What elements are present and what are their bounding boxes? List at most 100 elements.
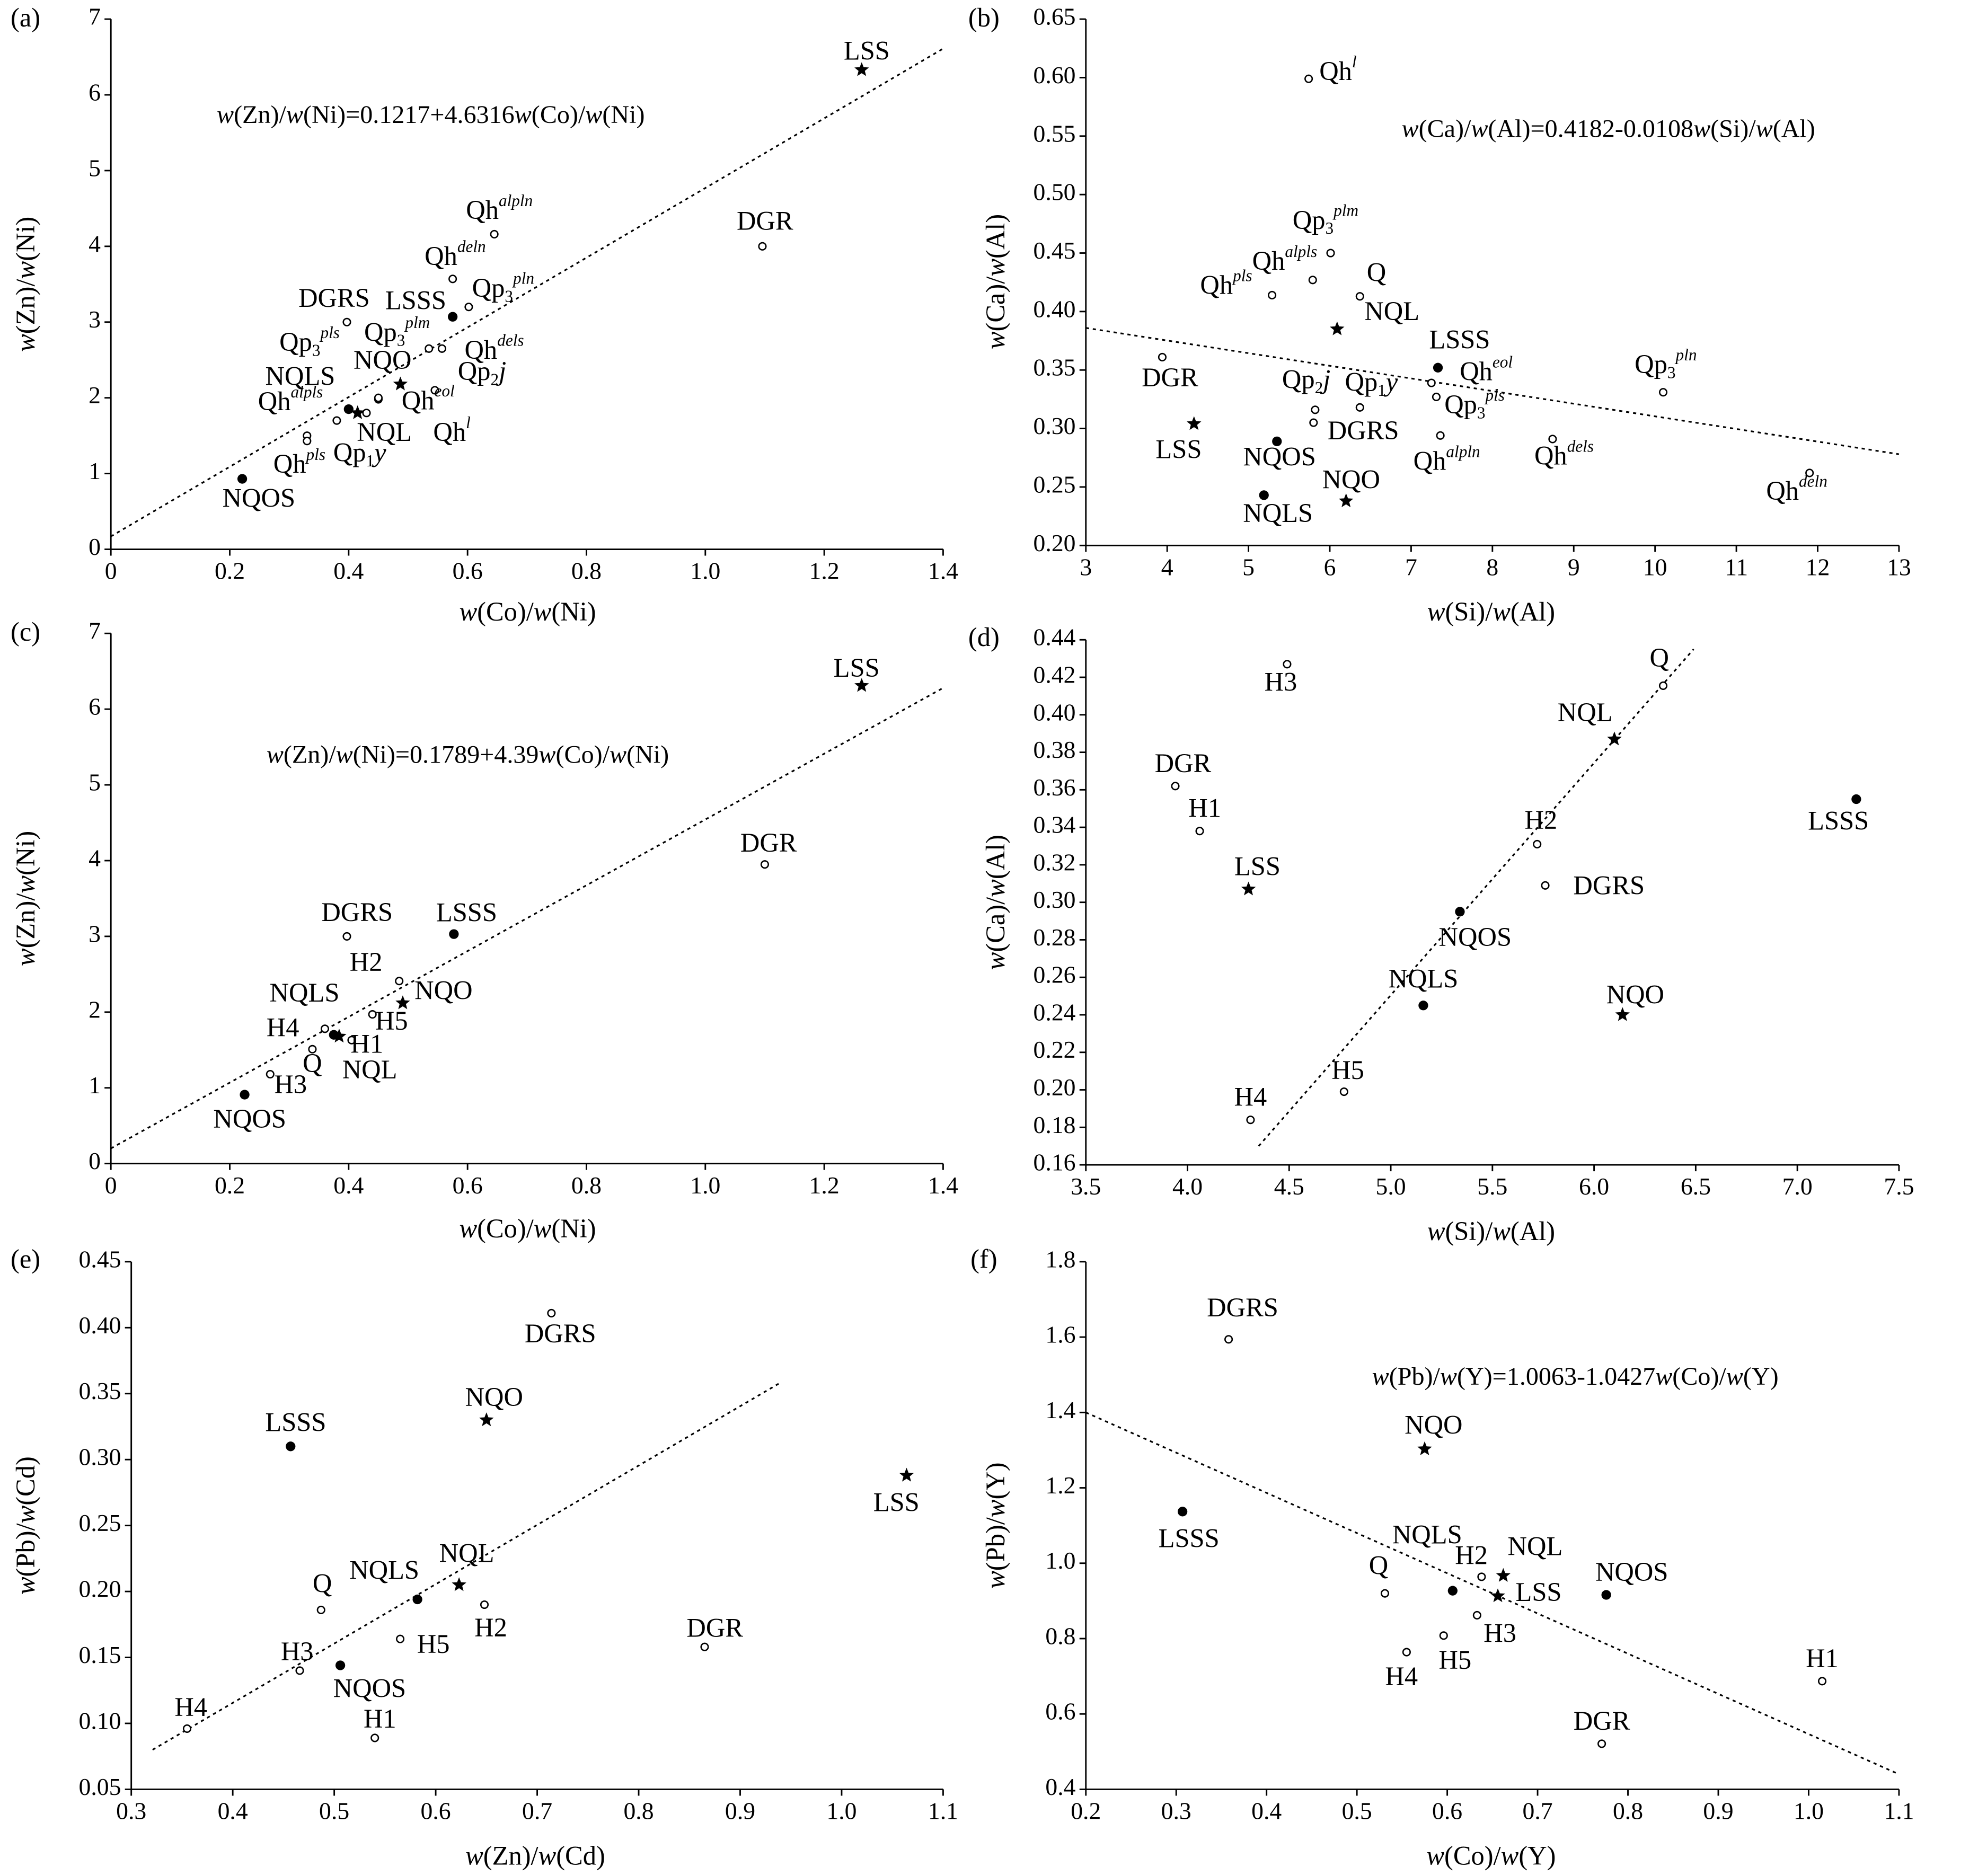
y-tick-label: 0.24 — [1034, 998, 1076, 1025]
point-label-sup: l — [1352, 52, 1357, 71]
point-filled — [237, 474, 248, 484]
point-label: DGR — [737, 206, 793, 235]
point-label-text: NQO — [414, 975, 472, 1005]
point-label-sup: dels — [497, 331, 524, 350]
equation: w(Zn)/w(Ni)=0.1789+4.39w(Co)/w(Ni) — [267, 741, 669, 769]
y-tick-label: 0.8 — [1045, 1622, 1075, 1649]
point-open — [303, 437, 312, 446]
point-filled — [1178, 1507, 1188, 1517]
point-label-text: Qh — [402, 385, 435, 415]
y-axis-label: w(Pb)/w(Cd) — [10, 1456, 40, 1595]
y-tick-label: 0.18 — [1034, 1111, 1076, 1138]
y-tick-label: 2 — [89, 996, 101, 1023]
point-star — [452, 1577, 466, 1591]
point-open — [1658, 388, 1668, 397]
point-label-text: Qp — [472, 272, 505, 302]
x-tick-label: 4.5 — [1274, 1173, 1304, 1200]
point-label: NQL — [439, 1538, 494, 1568]
point-label-text: NQLS — [1392, 1519, 1462, 1549]
point-label: H3 — [1265, 667, 1297, 696]
point-label: H4 — [174, 1692, 207, 1721]
point-label: H3 — [281, 1636, 314, 1666]
panel-label: (f) — [970, 1244, 997, 1273]
point-label: Q — [1650, 642, 1669, 672]
x-tick-label: 0.9 — [1703, 1798, 1733, 1825]
x-tick-label: 0.6 — [453, 1172, 483, 1199]
point-label: Qhpls — [1200, 266, 1252, 299]
point-label: Qheol — [1460, 353, 1513, 386]
point-label: Qhl — [433, 413, 470, 447]
point-label-text: H3 — [281, 1636, 314, 1666]
y-tick-label: 1.6 — [1045, 1321, 1075, 1348]
point-filled — [343, 404, 354, 414]
y-tick-label: 0.35 — [78, 1377, 121, 1404]
y-tick-label: 0.22 — [1034, 1036, 1076, 1063]
point-label: DGR — [686, 1613, 743, 1642]
point-label-text: Qh — [1460, 356, 1493, 386]
x-tick-label: 0.6 — [421, 1798, 451, 1825]
point-open — [368, 1010, 377, 1019]
x-tick-label: 1.1 — [928, 1798, 958, 1825]
y-tick-label: 0.35 — [1034, 354, 1076, 381]
point-label: DGRS — [525, 1318, 596, 1348]
point-label: H3 — [1484, 1618, 1516, 1648]
point-label-sup: pls — [320, 323, 340, 342]
point-label: Qp1y — [1345, 367, 1398, 400]
y-tick-label: 0.32 — [1034, 848, 1076, 875]
point-open — [1308, 276, 1317, 285]
point-star — [1615, 1007, 1630, 1021]
point-label-text: Qp — [279, 327, 312, 357]
point-label: H1 — [350, 1029, 383, 1058]
point-star — [350, 405, 365, 419]
point-open — [1402, 1648, 1411, 1657]
point-label-text: DGRS — [321, 897, 393, 927]
point-star — [899, 1467, 914, 1482]
y-tick-label: 0.28 — [1034, 924, 1076, 951]
point-label: DGRS — [1207, 1293, 1278, 1322]
point-label-text: Qp — [1635, 349, 1667, 379]
point-label: Qp3pls — [1444, 386, 1505, 422]
point-open — [425, 344, 434, 353]
point-label: NQOS — [213, 1104, 286, 1134]
point-star — [395, 995, 410, 1010]
point-label: Qp2j — [1282, 364, 1330, 397]
point-label-text: DGR — [737, 206, 793, 235]
point-open — [295, 1666, 304, 1675]
point-label-text: NQOS — [1595, 1557, 1668, 1587]
point-filled — [1272, 436, 1282, 446]
x-tick-label: 1.0 — [1794, 1798, 1824, 1825]
point-label: Q — [303, 1048, 322, 1078]
panel-label: (a) — [11, 3, 40, 32]
x-tick-label: 1.4 — [928, 1172, 958, 1199]
x-tick-label: 5.0 — [1376, 1173, 1406, 1200]
point-label: H2 — [1455, 1540, 1488, 1570]
point-label-sub: 2 — [1315, 378, 1323, 397]
point-label-sup: eol — [1493, 353, 1513, 371]
point-label: NQL — [342, 1054, 398, 1084]
point-label-sup: alpls — [1285, 242, 1317, 261]
x-axis-label: w(Zn)/w(Cd) — [465, 1840, 605, 1870]
x-axis-label: w(Co)/w(Ni) — [459, 1214, 596, 1243]
point-label-text: NQLS — [349, 1555, 419, 1585]
point-open — [1597, 1739, 1606, 1748]
point-open — [448, 275, 457, 284]
x-tick-label: 9 — [1568, 553, 1580, 580]
x-tick-label: 7.5 — [1884, 1173, 1914, 1200]
point-label-text: LSS — [834, 653, 880, 683]
y-tick-label: 0.05 — [78, 1773, 121, 1800]
point-star — [332, 1029, 347, 1043]
y-tick-label: 0 — [89, 533, 101, 560]
point-label: Qhdels — [464, 331, 524, 365]
x-tick-label: 7.0 — [1782, 1173, 1813, 1200]
x-tick-label: 5.5 — [1477, 1173, 1507, 1200]
x-tick-label: 0.8 — [623, 1798, 654, 1825]
panel-label: (c) — [11, 617, 40, 647]
point-label-tail: j — [496, 356, 506, 386]
point-label-sup: plm — [404, 313, 430, 332]
x-tick-label: 0.2 — [215, 558, 245, 585]
x-tick-label: 4 — [1161, 553, 1173, 580]
point-label-sub: 3 — [505, 287, 513, 306]
point-open — [1432, 392, 1441, 402]
point-label: Qhpls — [273, 445, 325, 479]
